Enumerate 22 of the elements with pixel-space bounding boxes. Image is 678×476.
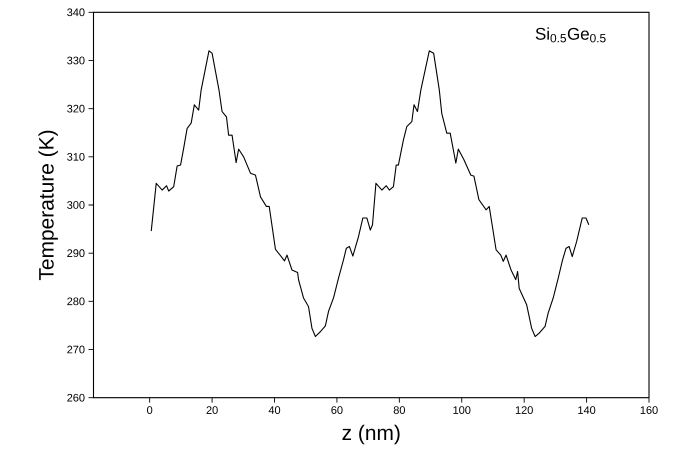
x-axis-title: z (nm) — [342, 424, 400, 444]
x-tick-label: 20 — [206, 406, 218, 414]
y-tick-label: 270 — [67, 346, 85, 354]
annotation: Si$_{0.5}$Ge$_{0.5}$ — [536, 27, 606, 42]
line-series — [150, 50, 590, 338]
y-tick-label: 280 — [67, 297, 85, 306]
y-tick-label: 260 — [67, 394, 85, 402]
x-tick-label: 0 — [147, 406, 152, 414]
y-tick-label: 300 — [67, 201, 85, 209]
x-tick-label: 80 — [394, 406, 405, 414]
y-axis-title: Temperature (K) — [38, 130, 58, 280]
x-tick-label: 60 — [331, 406, 343, 414]
y-tick-label: 320 — [67, 104, 85, 113]
x-tick-label: 40 — [268, 406, 280, 414]
y-tick-label: 310 — [67, 152, 85, 161]
y-tick-label: 290 — [67, 249, 85, 258]
x-tick-label: 160 — [640, 406, 658, 414]
x-tick-label: 100 — [453, 406, 470, 414]
y-tick-label: 330 — [67, 56, 85, 64]
x-tick-label: 120 — [516, 406, 533, 414]
y-tick-label: 340 — [67, 8, 85, 16]
x-tick-label: 140 — [578, 406, 596, 414]
